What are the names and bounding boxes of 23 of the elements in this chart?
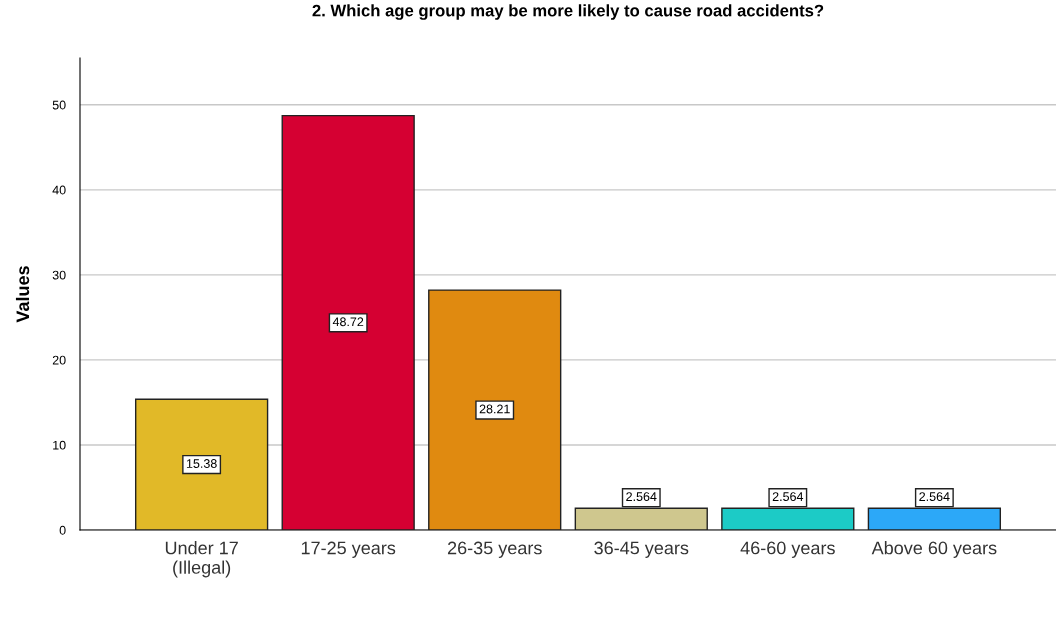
y-tick-label: 30 xyxy=(52,270,66,280)
x-tick-label: 17-25 years xyxy=(301,541,396,558)
y-axis-title: Values xyxy=(15,266,30,323)
chart-title: 2. Which age group may be more likely to cause road accidents? xyxy=(312,4,824,20)
y-tick-label: 20 xyxy=(52,355,66,365)
y-tick-label: 0 xyxy=(59,525,66,535)
y-tick-label: 40 xyxy=(52,185,66,195)
bar xyxy=(134,398,269,530)
bar xyxy=(428,289,562,530)
data-label: 15.38 xyxy=(186,459,217,468)
data-label: 2.564 xyxy=(626,492,657,501)
bar xyxy=(281,114,415,530)
y-tick-label: 50 xyxy=(52,100,66,110)
y-tick-label: 10 xyxy=(53,440,66,450)
data-label: 28.21 xyxy=(479,404,510,414)
x-tick-label: 26-35 years xyxy=(447,541,542,558)
data-label: 2.564 xyxy=(772,492,804,501)
x-tick-label: Above 60 years xyxy=(871,541,997,558)
x-tick-label: Under 17 (Illegal) xyxy=(165,541,238,578)
x-tick-label: 46-60 years xyxy=(740,541,835,558)
data-label: 48.72 xyxy=(332,317,364,327)
data-label: 2.564 xyxy=(919,492,950,501)
x-tick-label: 36-45 years xyxy=(594,541,689,558)
